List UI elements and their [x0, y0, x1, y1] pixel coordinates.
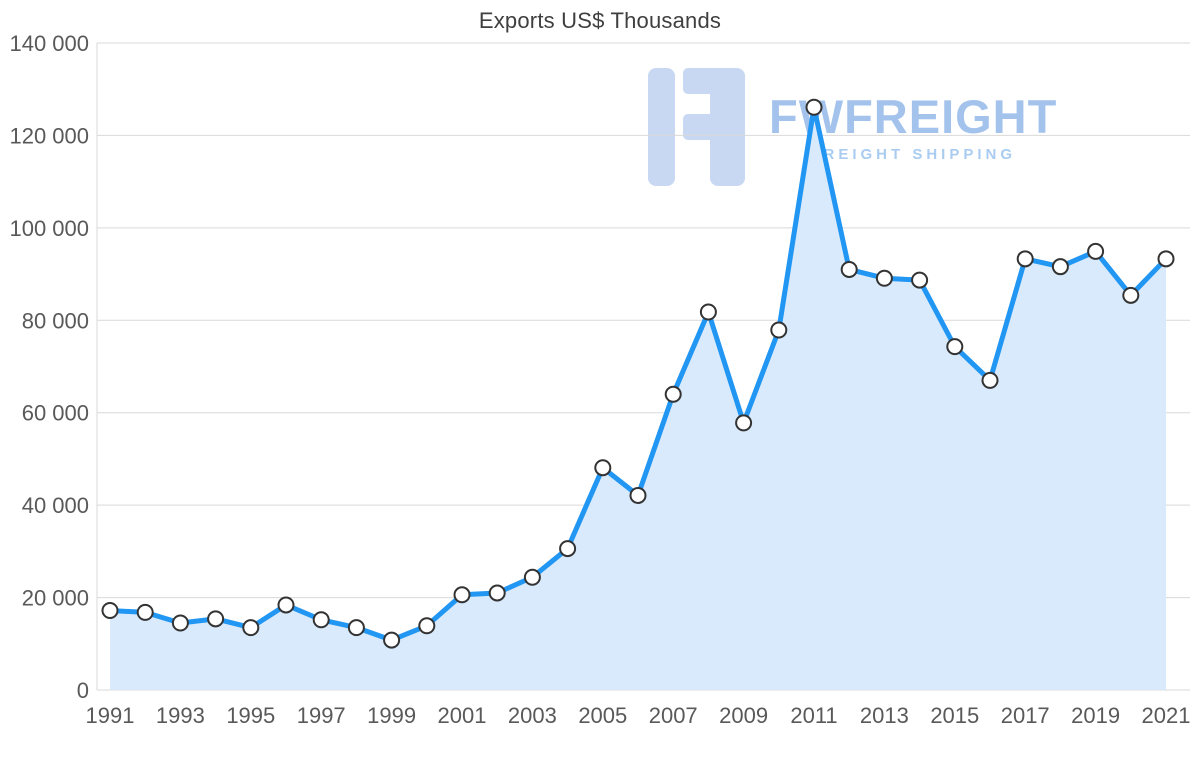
chart-title: Exports US$ Thousands [478, 8, 722, 33]
data-point-marker [1122, 286, 1140, 304]
x-tick-label: 2007 [649, 703, 698, 728]
data-point-marker [594, 459, 612, 477]
area-fill [110, 107, 1166, 690]
data-point-marker [981, 371, 999, 389]
y-tick-label: 40 000 [22, 493, 89, 518]
data-point-marker [1087, 242, 1105, 260]
x-tick-label: 2005 [578, 703, 627, 728]
data-point-marker [911, 271, 929, 289]
data-point-marker [312, 611, 330, 629]
data-point-marker [347, 619, 365, 637]
y-tick-label: 60 000 [22, 401, 89, 426]
x-tick-label: 2013 [860, 703, 909, 728]
x-tick-label: 2015 [930, 703, 979, 728]
x-tick-label: 1995 [226, 703, 275, 728]
data-point-marker [840, 260, 858, 278]
x-tick-label: 1991 [86, 703, 135, 728]
data-point-marker [418, 617, 436, 635]
y-tick-label: 120 000 [9, 123, 89, 148]
data-point-marker [136, 603, 154, 621]
x-tick-label: 2021 [1142, 703, 1191, 728]
x-tick-label: 1993 [156, 703, 205, 728]
data-point-marker [277, 596, 295, 614]
x-tick-label: 2009 [719, 703, 768, 728]
x-tick-label: 2001 [438, 703, 487, 728]
x-tick-label: 2011 [790, 703, 837, 728]
watermark: FWFREIGHT FREIGHT SHIPPING [648, 68, 1057, 186]
y-tick-label: 80 000 [22, 308, 89, 333]
data-point-marker [242, 619, 260, 637]
x-tick-label: 2019 [1071, 703, 1120, 728]
x-tick-label: 2017 [1001, 703, 1050, 728]
data-point-marker [1051, 258, 1069, 276]
y-tick-label: 0 [77, 678, 89, 703]
data-point-marker [1016, 250, 1034, 268]
data-point-marker [559, 540, 577, 558]
x-tick-label: 1999 [367, 703, 416, 728]
data-point-marker [207, 610, 225, 628]
y-tick-label: 20 000 [22, 586, 89, 611]
data-point-marker [629, 486, 647, 504]
y-tick-label: 140 000 [9, 31, 89, 56]
data-point-marker [523, 568, 541, 586]
fwfreight-logo-icon [648, 68, 745, 186]
data-point-marker [171, 614, 189, 632]
data-point-marker [664, 385, 682, 403]
x-tick-label: 1997 [297, 703, 346, 728]
data-point-marker [1157, 250, 1175, 268]
watermark-text: FWFREIGHT FREIGHT SHIPPING [769, 90, 1057, 164]
y-tick-label: 100 000 [9, 216, 89, 241]
x-tick-label: 2003 [508, 703, 557, 728]
data-point-marker [699, 303, 717, 321]
data-point-marker [735, 414, 753, 432]
data-point-marker [946, 338, 964, 356]
data-point-marker [488, 584, 506, 602]
data-point-marker [453, 586, 471, 604]
data-point-marker [875, 269, 893, 287]
data-point-marker [770, 321, 788, 339]
data-point-marker [101, 602, 119, 620]
data-point-marker [383, 631, 401, 649]
data-point-marker [805, 98, 823, 116]
watermark-tagline: FREIGHT SHIPPING [810, 146, 1017, 164]
